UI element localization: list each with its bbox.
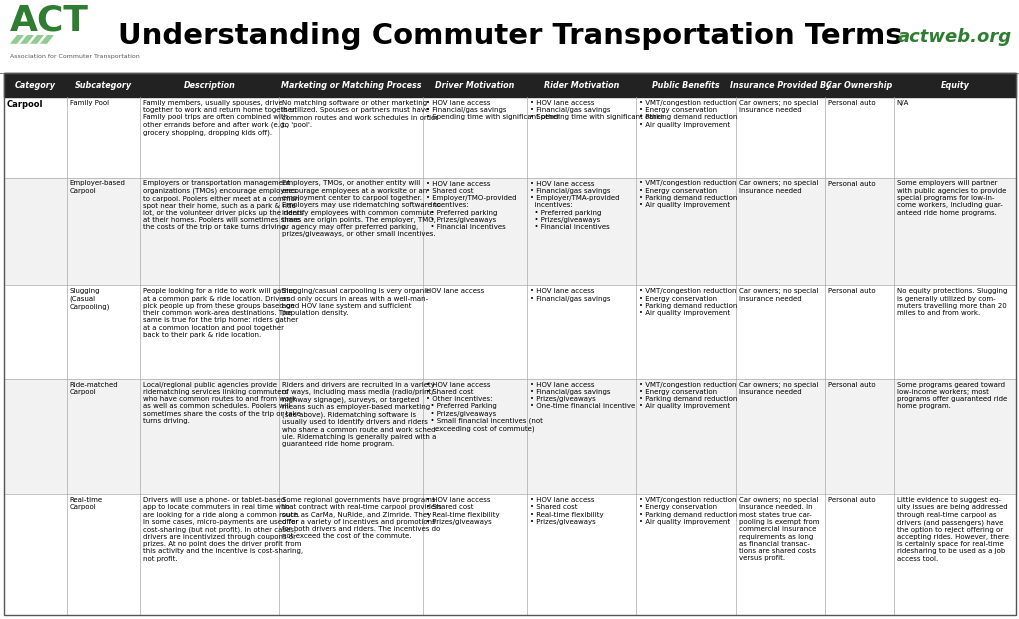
Bar (0, 0, 1019, 73)
Text: Real-time
Carpool: Real-time Carpool (69, 497, 103, 511)
Text: • HOV lane access
• Financial/gas savings
• Spending time with significant other: • HOV lane access • Financial/gas saving… (426, 100, 559, 121)
Bar (4, 178, 1015, 285)
Text: Marketing or Matching Process: Marketing or Matching Process (280, 80, 421, 90)
Text: Employers, TMOs, or another entity will
encourage employees at a worksite or an
: Employers, TMOs, or another entity will … (282, 181, 440, 237)
Bar (4, 73, 1015, 615)
Text: • VMT/congestion reduction
• Energy conservation
• Parking demand reduction
• Ai: • VMT/congestion reduction • Energy cons… (639, 497, 737, 525)
Text: Car owners; no special
insurance needed: Car owners; no special insurance needed (738, 181, 817, 194)
Text: HOV lane access: HOV lane access (426, 288, 484, 295)
Text: Subcategory: Subcategory (74, 80, 131, 90)
Text: Description: Description (183, 80, 235, 90)
Text: Driver Motivation: Driver Motivation (435, 80, 515, 90)
Text: Family Pool: Family Pool (69, 100, 109, 106)
Text: Car owners; no special
insurance needed: Car owners; no special insurance needed (738, 382, 817, 395)
Polygon shape (10, 35, 24, 44)
Bar (4, 379, 1015, 494)
Bar (4, 97, 1015, 178)
Text: Car owners; no special
insurance needed. In
most states true car-
pooling is exe: Car owners; no special insurance needed.… (738, 497, 818, 561)
Text: Public Benefits: Public Benefits (651, 80, 719, 90)
Text: Carpool: Carpool (7, 100, 44, 109)
Text: Drivers will use a phone- or tablet-based
app to locate commuters in real time w: Drivers will use a phone- or tablet-base… (143, 497, 303, 562)
Text: actweb.org: actweb.org (897, 27, 1011, 46)
Text: Family members, usually spouses, drive
together to work and return home together: Family members, usually spouses, drive t… (143, 100, 296, 136)
Text: Equity: Equity (940, 80, 968, 90)
Text: Car owners; no special
insurance needed: Car owners; no special insurance needed (738, 100, 817, 113)
Text: Employers or transportation management
organizations (TMOs) encourage employees
: Employers or transportation management o… (143, 181, 303, 230)
Text: • HOV lane access
• Shared cost
• Real-time flexibility
• Prizes/giveaways: • HOV lane access • Shared cost • Real-t… (530, 497, 603, 525)
Text: Some regional governments have programs
that contract with real-time carpool pro: Some regional governments have programs … (282, 497, 441, 540)
Text: Ride-matched
Carpool: Ride-matched Carpool (69, 382, 118, 395)
Text: • HOV lane access
• Shared cost
• Other incentives:
  • Preferred Parking
  • Pr: • HOV lane access • Shared cost • Other … (426, 382, 542, 432)
Text: Association for Commuter Transportation: Association for Commuter Transportation (10, 54, 140, 59)
Bar (4, 494, 1015, 615)
Text: Some programs geared toward
low-income workers; most
programs offer guaranteed r: Some programs geared toward low-income w… (896, 382, 1006, 410)
Text: Riders and drivers are recruited in a variety
of ways, including mass media (rad: Riders and drivers are recruited in a va… (282, 382, 438, 448)
Text: Personal auto: Personal auto (827, 100, 874, 106)
Text: Some employers will partner
with public agencies to provide
special programs for: Some employers will partner with public … (896, 181, 1005, 215)
Bar (4, 285, 1015, 379)
Text: • VMT/congestion reduction
• Energy conservation
• Parking demand reduction
• Ai: • VMT/congestion reduction • Energy cons… (639, 181, 737, 208)
Text: • HOV lane access
• Financial/gas savings: • HOV lane access • Financial/gas saving… (530, 288, 610, 301)
Polygon shape (20, 35, 34, 44)
Text: • HOV lane access
• Financial/gas savings
• Employer/TMA-provided
  incentives:
: • HOV lane access • Financial/gas saving… (530, 181, 620, 230)
Text: • VMT/congestion reduction
• Energy conservation
• Parking demand reduction
• Ai: • VMT/congestion reduction • Energy cons… (639, 382, 737, 410)
Text: • VMT/congestion reduction
• Energy conservation
• Parking demand reduction
• Ai: • VMT/congestion reduction • Energy cons… (639, 288, 737, 316)
Text: Car Ownership: Car Ownership (825, 80, 892, 90)
Text: • VMT/congestion reduction
• Energy conservation
• Parking demand reduction
• Ai: • VMT/congestion reduction • Energy cons… (639, 100, 737, 128)
Text: Rider Motivation: Rider Motivation (543, 80, 619, 90)
Text: N/A: N/A (896, 100, 908, 106)
Text: • HOV lane access
• Shared cost
• Employer/TMO-provided
  incentives:
  • Prefer: • HOV lane access • Shared cost • Employ… (426, 181, 516, 230)
Text: Insurance Provided By: Insurance Provided By (729, 80, 830, 90)
Text: Car owners; no special
insurance needed: Car owners; no special insurance needed (738, 288, 817, 301)
Text: Employer-based
Carpool: Employer-based Carpool (69, 181, 125, 194)
Bar (4, 73, 1015, 97)
Text: • HOV lane access
• Financial/gas savings
• Prizes/giveaways
• One-time financia: • HOV lane access • Financial/gas saving… (530, 382, 635, 410)
Text: Slugging
(Casual
Carpooling): Slugging (Casual Carpooling) (69, 288, 110, 310)
Text: People looking for a ride to work will gather
at a common park & ride location. : People looking for a ride to work will g… (143, 288, 298, 338)
Text: ACT: ACT (10, 4, 89, 37)
Text: Slugging/casual carpooling is very organic
and only occurs in areas with a well-: Slugging/casual carpooling is very organ… (282, 288, 430, 316)
Text: • HOV lane access
• Financial/gas savings
• Spending time with significant other: • HOV lane access • Financial/gas saving… (530, 100, 663, 121)
Text: No matching software or other marketing
is utilized. Spouses or partners must ha: No matching software or other marketing … (282, 100, 438, 128)
Text: Little evidence to suggest eq-
uity issues are being addressed
through real-time: Little evidence to suggest eq- uity issu… (896, 497, 1008, 562)
Text: No equity protections. Slugging
is generally utilized by com-
muters travelling : No equity protections. Slugging is gener… (896, 288, 1006, 316)
Text: Local/regional public agencies provide
ridematching services linking commuters
w: Local/regional public agencies provide r… (143, 382, 300, 424)
Text: • HOV lane access
• Shared cost
• Real-time flexibility
• Prizes/giveaways: • HOV lane access • Shared cost • Real-t… (426, 497, 499, 525)
Polygon shape (30, 35, 44, 44)
Text: Personal auto: Personal auto (827, 497, 874, 503)
Text: Personal auto: Personal auto (827, 181, 874, 186)
Text: Personal auto: Personal auto (827, 382, 874, 387)
Text: Personal auto: Personal auto (827, 288, 874, 295)
Text: Understanding Commuter Transportation Terms: Understanding Commuter Transportation Te… (117, 22, 902, 51)
Polygon shape (40, 35, 54, 44)
Text: Category: Category (15, 80, 56, 90)
